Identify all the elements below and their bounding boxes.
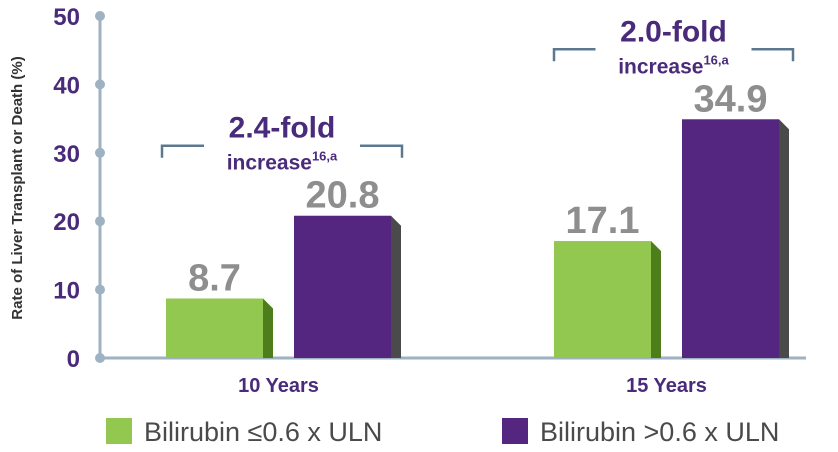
data-label: 8.7 <box>188 257 241 299</box>
category-label: 10 Years <box>238 375 319 397</box>
increase-label: increase16,a <box>227 149 338 175</box>
bar-side <box>651 241 661 358</box>
bar <box>294 215 391 358</box>
bar <box>554 241 651 358</box>
y-axis-label: Rate of Liver Transplant or Death (%) <box>9 56 26 319</box>
bracket-left <box>160 144 204 158</box>
legend-swatch <box>106 418 132 444</box>
fold-label: 2.0-fold <box>620 15 727 48</box>
annotation-layer: 2.4-fold increase16,a 2.0-fold increase16,a <box>160 15 795 175</box>
bracket-right <box>751 48 795 62</box>
y-tick-label: 10 <box>53 278 80 305</box>
bracket-right <box>360 144 404 158</box>
y-tick-label: 20 <box>53 209 80 236</box>
legend-swatch <box>502 418 528 444</box>
bracket-left <box>552 48 596 62</box>
y-tick-dot <box>95 284 105 295</box>
bar <box>682 119 779 358</box>
legend-label: Bilirubin ≤0.6 x ULN <box>144 417 382 447</box>
increase-label: increase16,a <box>618 52 729 78</box>
data-label: 20.8 <box>306 175 380 217</box>
y-tick-label: 0 <box>67 346 80 373</box>
bar <box>166 298 263 358</box>
y-tick-dot <box>95 147 105 158</box>
bar-side <box>779 119 789 358</box>
y-tick-dot <box>95 216 105 227</box>
y-tick-dot <box>95 79 105 90</box>
category-label: 15 Years <box>626 375 707 397</box>
legend-layer: Bilirubin ≤0.6 x ULN Bilirubin >0.6 x ULN <box>106 417 779 447</box>
legend-label: Bilirubin >0.6 x ULN <box>540 417 779 447</box>
data-label: 17.1 <box>566 200 640 242</box>
y-tick-dot <box>95 11 105 21</box>
labels-layer: 8.7 20.8 10 Years 17.1 34.9 15 Years <box>188 78 767 397</box>
y-tick-label: 50 <box>53 4 80 31</box>
fold-label: 2.4-fold <box>229 112 336 145</box>
data-label: 34.9 <box>694 78 768 120</box>
bars-layer <box>166 119 789 358</box>
y-tick-dot <box>95 353 105 363</box>
bar-side <box>263 298 273 358</box>
y-tick-label: 40 <box>53 72 80 99</box>
bar-side <box>391 215 401 358</box>
y-tick-label: 30 <box>53 141 80 168</box>
